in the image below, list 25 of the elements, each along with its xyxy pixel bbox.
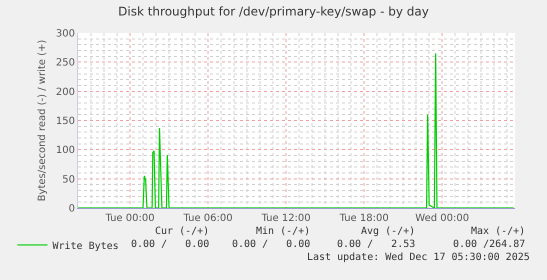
legend-label: Write Bytes [52,240,119,252]
y-tick-label: 50 [62,174,75,186]
y-tick-label: 100 [56,145,75,156]
y-tick-label: 200 [56,86,75,98]
chart-title: Disk throughput for /dev/primary-key/swap - by day [118,4,429,18]
text: Last update: Wed Dec 17 05:30:00 2025 [307,252,530,263]
text: 0.00 /264.87 [453,239,526,250]
y-tick-label: 0 [68,204,75,214]
x-tick-label: Tue 06:00 [182,213,233,224]
x-tick-label: Tue 12:00 [260,213,311,224]
text: 0.00 / 2.53 [337,239,416,250]
text: Avg (-/+) [361,226,416,237]
x-tick-label: Wed 00:00 [415,213,470,224]
y-tick-label: 250 [56,58,75,69]
line-series [78,52,514,208]
y-tick-label: 150 [56,116,75,127]
text: Cur (-/+) [155,226,210,237]
y-axis-title: Bytes/second read (-) / write (+) [36,40,48,202]
text: 0.00 / 0.00 [232,239,310,250]
x-tick-label: Tue 18:00 [338,213,389,224]
text: Min (-/+) [256,226,310,237]
y-tick-label: 300 [56,28,75,40]
text: Max (-/+) [471,226,526,237]
x-tick-label: Tue 00:00 [104,213,155,224]
text: 0.00 / 0.00 [131,239,210,250]
